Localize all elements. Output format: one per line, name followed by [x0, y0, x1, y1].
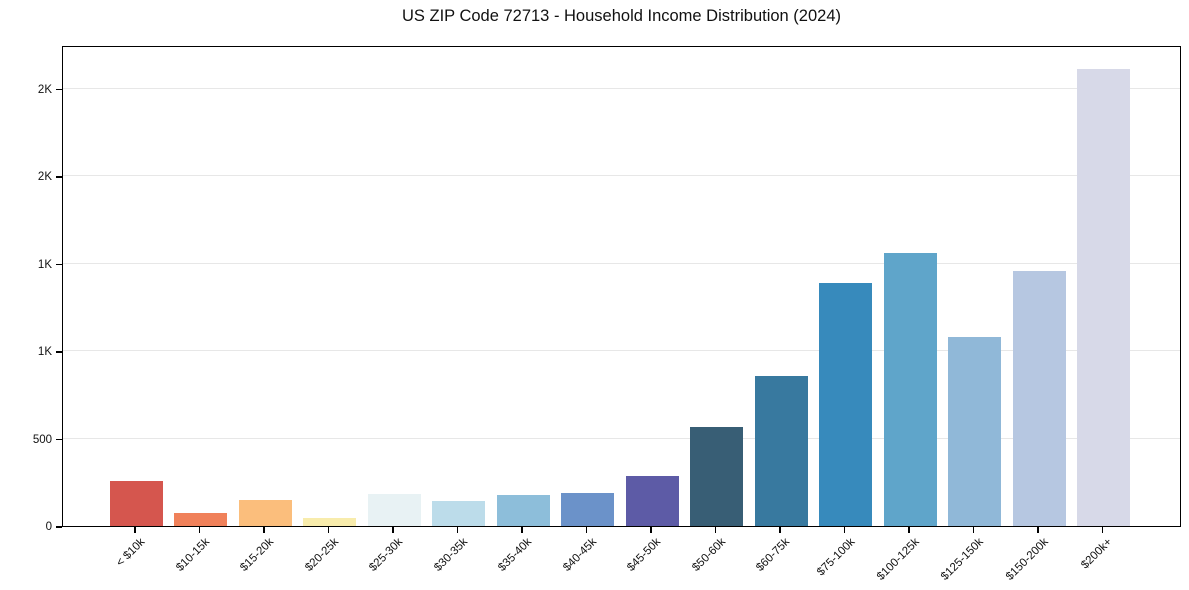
bar-60-75k	[754, 376, 808, 526]
y-tick-mark	[56, 176, 62, 178]
y-tick-mark	[56, 351, 62, 353]
x-tick-mark	[779, 527, 781, 533]
x-tick-mark	[972, 527, 975, 533]
x-tick-mark	[843, 527, 846, 533]
x-tick-mark	[198, 527, 201, 533]
bar-100-125k	[883, 253, 937, 526]
x-tick-label: $125-150k	[939, 536, 986, 583]
chart-title: US ZIP Code 72713 - Household Income Dis…	[401, 7, 841, 25]
x-tick-label: $35-40k	[496, 536, 535, 574]
y-tick-label: 500	[32, 433, 52, 446]
x-tick-mark	[714, 527, 717, 533]
x-tick-mark	[327, 527, 330, 533]
y-tick-label: 1K	[37, 346, 52, 359]
x-tick-mark	[650, 527, 652, 533]
x-tick-mark	[908, 527, 910, 533]
y-tick-label: 2K	[37, 83, 52, 96]
x-tick-mark	[1037, 527, 1039, 533]
bar-10k	[109, 480, 163, 526]
bar-25-30k	[367, 493, 421, 526]
x-tick-mark	[456, 527, 459, 533]
bar-15-20k	[238, 499, 292, 526]
x-tick-mark	[585, 527, 588, 533]
x-tick-label: $150-200k	[1003, 536, 1051, 583]
x-tick-label: $75-100k	[814, 536, 857, 579]
y-tick-mark	[56, 438, 62, 441]
y-tick-mark	[56, 263, 62, 266]
x-tick-mark	[134, 527, 136, 533]
x-tick-label: < $10k	[114, 536, 148, 570]
x-tick-label: $100-125k	[874, 536, 922, 583]
x-tick-label: $40-45k	[561, 536, 599, 574]
y-tick-mark	[56, 88, 62, 91]
y-tick-mark	[56, 526, 62, 528]
bar-40-45k	[561, 492, 614, 526]
gridline	[63, 175, 1180, 177]
x-tick-label: $10-15k	[174, 536, 212, 574]
y-tick-label: 0	[45, 521, 52, 533]
bar-75-100k	[819, 282, 872, 526]
x-tick-label: $45-50k	[625, 536, 664, 574]
x-tick-label: $25-30k	[367, 536, 406, 574]
x-tick-label: $200k+	[1079, 536, 1115, 572]
bar-10-15k	[174, 512, 227, 526]
gridline	[63, 350, 1180, 352]
x-tick-mark	[392, 527, 394, 533]
y-tick-label: 1K	[37, 258, 52, 271]
x-tick-mark	[521, 527, 523, 533]
x-tick-label: $20-25k	[303, 536, 341, 574]
x-tick-label: $15-20k	[238, 536, 277, 574]
gridline	[63, 87, 1180, 89]
bar-50-60k	[690, 427, 743, 526]
bar-35-40k	[496, 495, 550, 526]
bar-45-50k	[625, 476, 679, 526]
bar-20-25k	[303, 518, 356, 526]
bar-125-150k	[948, 337, 1001, 526]
bar-200k	[1077, 68, 1130, 526]
bar-30-35k	[432, 500, 485, 526]
gridline	[63, 262, 1180, 264]
y-tick-label: 2K	[37, 171, 52, 184]
x-tick-label: $30-35k	[432, 536, 470, 574]
x-tick-label: $60-75k	[754, 536, 793, 574]
gridline	[63, 437, 1180, 439]
x-tick-mark	[1101, 527, 1104, 533]
bar-150-200k	[1012, 270, 1066, 526]
x-tick-label: $50-60k	[690, 536, 728, 574]
x-tick-mark	[263, 527, 265, 533]
plot-area	[62, 46, 1181, 527]
